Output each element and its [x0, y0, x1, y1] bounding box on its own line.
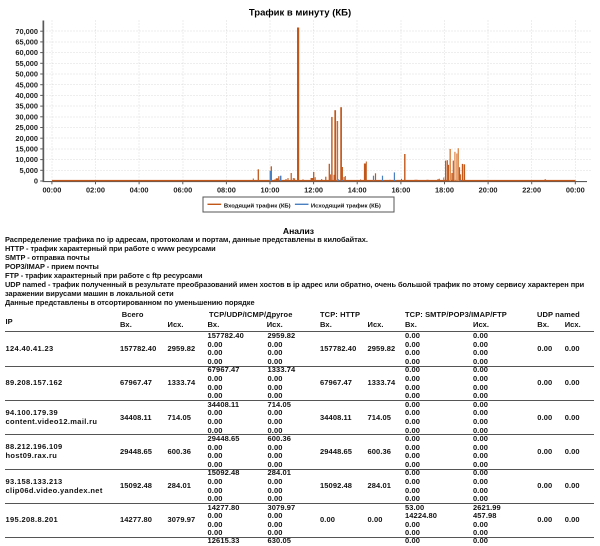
svg-text:50,000: 50,000: [15, 70, 38, 79]
svg-text:10:00: 10:00: [261, 186, 280, 195]
svg-text:00:00: 00:00: [42, 186, 61, 195]
svg-text:06:00: 06:00: [173, 186, 192, 195]
svg-text:70,000: 70,000: [15, 27, 38, 36]
svg-text:Трафик в минуту (КБ): Трафик в минуту (КБ): [249, 8, 351, 19]
svg-text:18:00: 18:00: [435, 186, 454, 195]
svg-text:45,000: 45,000: [15, 80, 38, 89]
svg-text:00:00: 00:00: [566, 186, 585, 195]
svg-text:15,000: 15,000: [15, 145, 38, 154]
svg-text:55,000: 55,000: [15, 59, 38, 68]
svg-text:04:00: 04:00: [130, 186, 149, 195]
svg-text:25,000: 25,000: [15, 123, 38, 132]
svg-text:10,000: 10,000: [15, 155, 38, 164]
svg-text:60,000: 60,000: [15, 48, 38, 57]
svg-text:20,000: 20,000: [15, 134, 38, 143]
svg-text:Входящий трафик (КБ): Входящий трафик (КБ): [224, 202, 291, 209]
svg-text:40,000: 40,000: [15, 91, 38, 100]
svg-text:16:00: 16:00: [391, 186, 410, 195]
svg-text:0: 0: [34, 177, 38, 186]
svg-text:20:00: 20:00: [479, 186, 498, 195]
svg-text:Исходящий трафик (КБ): Исходящий трафик (КБ): [311, 202, 381, 209]
svg-text:35,000: 35,000: [15, 102, 38, 111]
svg-text:12:00: 12:00: [304, 186, 323, 195]
svg-text:14:00: 14:00: [348, 186, 367, 195]
svg-text:65,000: 65,000: [15, 38, 38, 47]
svg-text:08:00: 08:00: [217, 186, 236, 195]
svg-text:5,000: 5,000: [20, 166, 39, 175]
svg-text:30,000: 30,000: [15, 112, 38, 121]
svg-text:02:00: 02:00: [86, 186, 105, 195]
svg-text:22:00: 22:00: [522, 186, 541, 195]
